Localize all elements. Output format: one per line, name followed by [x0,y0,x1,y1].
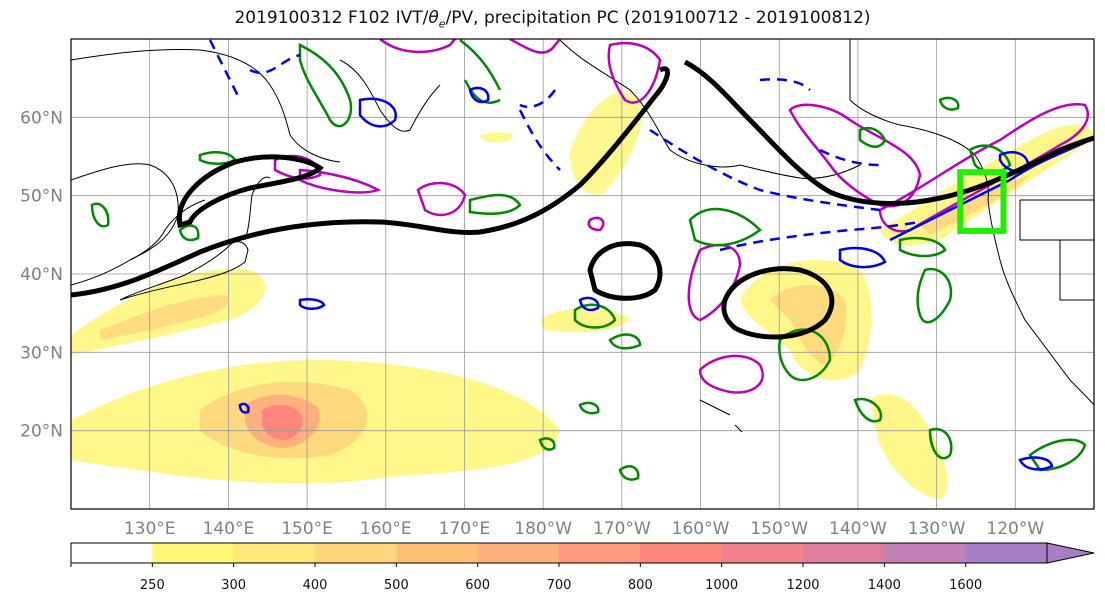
geopotential-contours [71,59,1094,340]
title-theta-subscript: e [438,17,446,31]
longitude-label: 170°W [593,519,651,539]
latitude-labels: 60°N 50°N 40°N 30°N 20°N [20,108,63,441]
colorbar: 250 300 400 500 600 700 800 1000 1200 1400 1600 [70,542,1095,593]
colorbar-segment [233,543,316,563]
colorbar-extend-arrow [1046,542,1095,564]
longitude-label: 150°E [281,519,333,539]
longitude-label: 140°W [829,519,887,539]
longitude-label: 120°W [986,519,1044,539]
colorbar-segment [640,543,723,563]
colorbar-label: 500 [384,578,409,593]
longitude-label: 160°W [672,519,730,539]
longitude-label: 130°E [124,519,176,539]
colorbar-label: 1000 [705,578,738,593]
map-layers [71,39,1094,509]
longitude-label: 180°W [514,519,572,539]
colorbar-label: 300 [221,578,246,593]
longitude-labels: 130°E 140°E 150°E 160°E 170°E 180°W 170°W 160°W… [124,519,1045,539]
latitude-label: 40°N [20,265,63,285]
longitude-label: 170°E [439,519,491,539]
colorbar-segment [396,543,479,563]
colorbar-label: 250 [140,578,165,593]
latitude-label: 20°N [20,422,63,442]
colorbar-segment [803,543,885,563]
colorbar-segment [71,543,153,563]
colorbar-label: 700 [547,578,572,593]
latitude-label: 60°N [20,108,63,128]
colorbar-label: 1200 [786,578,819,593]
colorbar-segment [152,543,235,563]
colorbar-label: 1400 [868,578,901,593]
colorbar-segment [884,543,967,563]
colorbar-segment [721,543,804,563]
ivt-blue-contours [238,86,1091,471]
longitude-label: 150°W [750,519,808,539]
coastlines [71,39,1094,433]
title-prefix: 2019100312 F102 IVT/ [234,8,429,28]
colorbar-segment [477,543,560,563]
longitude-label: 160°E [360,519,412,539]
precipitation-shading [71,92,1094,500]
title-theta: θ [428,8,439,28]
target-region-box [957,169,1007,234]
longitude-label: 130°W [908,519,966,539]
colorbar-label: 800 [628,578,653,593]
colorbar-segment [559,543,641,563]
map-frame [70,38,1095,510]
latitude-label: 50°N [20,187,63,207]
longitude-label: 140°E [203,519,255,539]
colorbar-label: 1600 [949,578,982,593]
colorbar-segment [965,543,1048,563]
figure-title: 2019100312 F102 IVT/θe/PV, precipitation… [0,8,1105,30]
title-suffix: /PV, precipitation PC (2019100712 - 2019… [445,8,871,28]
colorbar-label: 400 [303,578,328,593]
ivt-blue-dashed-contours [208,39,921,252]
colorbar-label: 600 [465,578,490,593]
colorbar-segment [315,543,397,563]
latitude-label: 30°N [20,343,63,363]
